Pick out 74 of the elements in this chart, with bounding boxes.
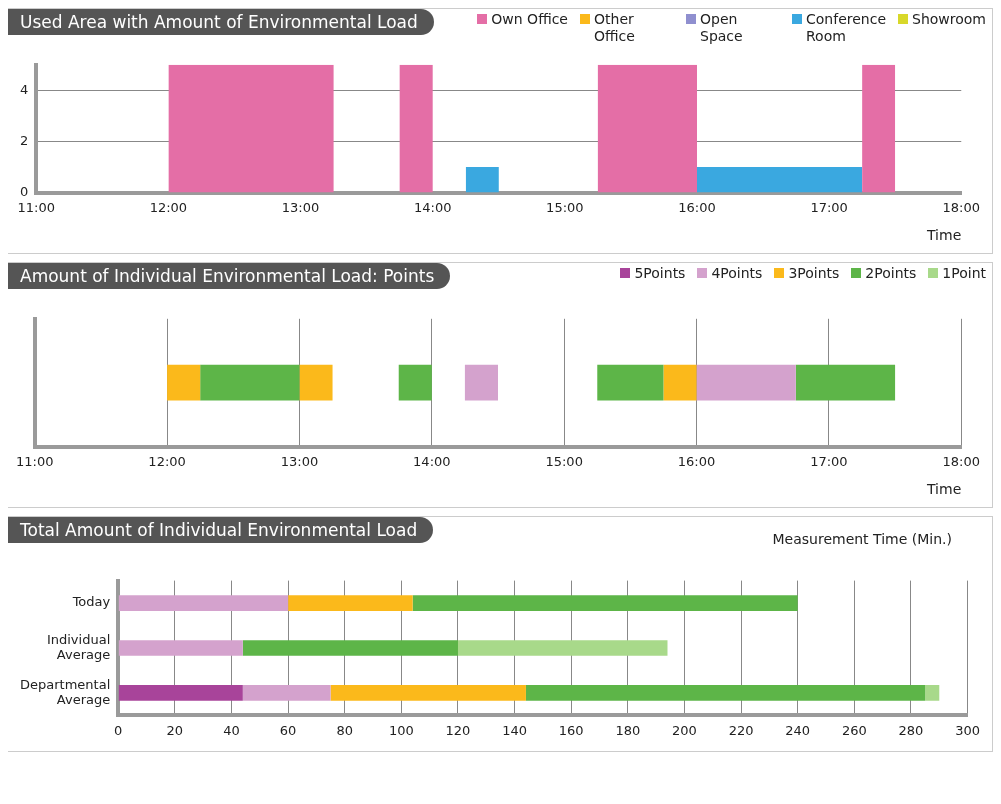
bar (412, 595, 798, 611)
bar (398, 364, 432, 401)
y-tick-label: 2 (19, 132, 29, 148)
legend-label: Other Office (594, 11, 636, 45)
bar (200, 364, 300, 401)
bar (330, 685, 526, 701)
legend-label: 5Points (634, 265, 686, 282)
chart-title: Amount of Individual Environmental Load: Points (8, 263, 451, 289)
x-tick-label: 16:00 (677, 453, 716, 469)
chart-title: Used Area with Amount of Environmental Load (8, 9, 434, 35)
x-tick-label: 15:00 (545, 453, 583, 469)
x-axis-title: Time (926, 481, 962, 498)
legend-label: 2Points (865, 265, 917, 282)
bar (696, 364, 796, 401)
x-tick-label: 60 (279, 722, 297, 738)
x-axis-title: Measurement Time (Min.) (772, 531, 952, 547)
x-tick-label: 80 (336, 722, 354, 738)
bar (299, 364, 333, 401)
x-tick-label: 12:00 (148, 453, 186, 469)
x-tick-label: 200 (672, 722, 697, 738)
x-tick-label: 260 (841, 722, 867, 738)
x-tick-label: 240 (785, 722, 811, 738)
legend-label: Conference Room (806, 11, 887, 45)
y-tick-label: Departmental Average (19, 676, 111, 708)
bar (167, 364, 201, 401)
x-tick-label: 280 (898, 722, 924, 738)
x-tick-label: 120 (445, 722, 471, 738)
bar (242, 685, 331, 701)
bar (597, 364, 664, 401)
legend-label: 4Points (711, 265, 763, 282)
bar (457, 640, 668, 656)
x-tick-label: 20 (166, 722, 184, 738)
y-tick-label: Today (71, 594, 111, 610)
x-tick-label: 300 (955, 722, 981, 738)
x-tick-label: 12:00 (149, 199, 188, 215)
bar (242, 640, 458, 656)
x-tick-label: 18:00 (942, 199, 980, 215)
bar (288, 595, 413, 611)
bar (925, 685, 940, 701)
chart-title: Total Amount of Individual Environmental Load (8, 517, 434, 543)
x-tick-label: 11:00 (17, 199, 56, 215)
x-tick-label: 11:00 (16, 453, 54, 469)
x-tick-label: 160 (558, 722, 584, 738)
x-tick-label: 180 (615, 722, 641, 738)
bar (118, 640, 243, 656)
bar (118, 685, 243, 701)
x-tick-label: 14:00 (413, 199, 452, 215)
bar (663, 364, 697, 401)
bar (795, 364, 896, 401)
x-tick-label: 14:00 (413, 453, 451, 469)
x-tick-label: 13:00 (281, 199, 320, 215)
x-tick-label: 220 (728, 722, 754, 738)
x-tick-label: 13:00 (280, 453, 319, 469)
legend-label: Showroom (912, 11, 986, 28)
x-tick-label: 16:00 (678, 199, 716, 215)
x-tick-label: 0 (114, 722, 123, 738)
legend-label: 3Points (788, 265, 840, 282)
x-tick-label: 17:00 (810, 199, 848, 215)
y-tick-label: 0 (19, 183, 29, 199)
y-tick-label: Individual Average (46, 631, 111, 663)
x-tick-label: 100 (388, 722, 414, 738)
bar (118, 595, 289, 611)
y-tick-label: 4 (19, 81, 29, 97)
x-axis-title: Time (926, 227, 962, 244)
x-tick-label: 140 (502, 722, 528, 738)
bar (525, 685, 926, 701)
legend-label: Open Space (700, 11, 744, 45)
x-tick-label: 17:00 (810, 453, 848, 469)
legend-label: Own Office (491, 11, 568, 28)
bar (464, 364, 498, 401)
legend-label: 1Point (942, 265, 986, 282)
x-tick-label: 40 (223, 722, 240, 738)
x-tick-label: 15:00 (546, 199, 584, 215)
x-tick-label: 18:00 (942, 453, 980, 469)
